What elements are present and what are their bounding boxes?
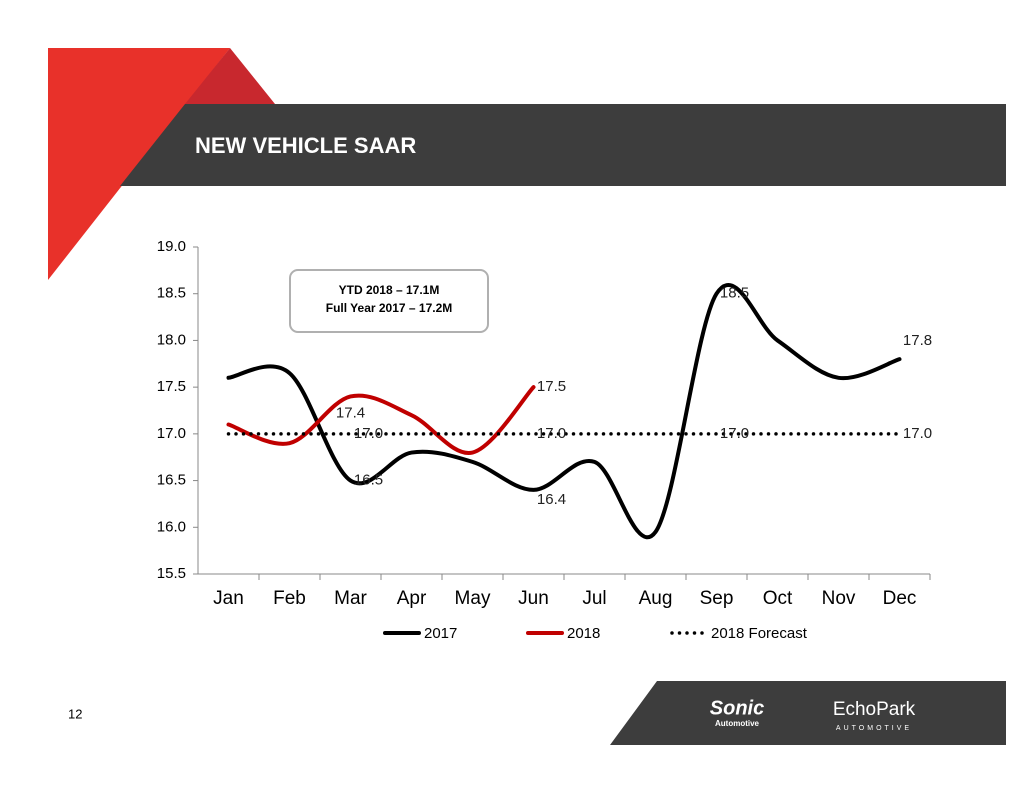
title-banner <box>120 104 1006 186</box>
page-number: 12 <box>68 706 82 721</box>
x-tick-label: Aug <box>639 588 673 609</box>
series-line <box>226 283 902 540</box>
x-tick-label: Feb <box>273 588 306 609</box>
annotation-box <box>289 269 489 333</box>
x-tick-label: Nov <box>822 588 856 609</box>
x-tick-label: Jan <box>213 588 244 609</box>
data-label: 17.4 <box>336 404 365 421</box>
logo-sonic-sub: Automotive <box>715 719 760 728</box>
footer-band <box>610 681 1006 745</box>
logo-sonic: Sonic <box>710 697 764 719</box>
annotation: Full Year 2017 – 17.2M <box>326 301 453 315</box>
y-tick-label: 17.0 <box>157 425 186 442</box>
y-tick-label: 17.5 <box>157 378 186 395</box>
logo-echopark: EchoPark <box>833 699 916 720</box>
x-tick-label: Jun <box>518 588 549 609</box>
data-label: 18.5 <box>720 285 749 302</box>
y-tick-label: 18.5 <box>157 285 186 302</box>
y-tick-label: 19.0 <box>157 238 186 255</box>
y-tick-label: 15.5 <box>157 565 186 582</box>
y-tick-label: 16.0 <box>157 518 186 535</box>
data-label: 17.0 <box>720 425 749 442</box>
data-label: 17.0 <box>903 425 932 442</box>
data-label: 17.0 <box>537 425 566 442</box>
data-label: 16.4 <box>537 491 566 508</box>
logo-echopark-sub: AUTOMOTIVE <box>836 725 912 732</box>
y-tick-label: 16.5 <box>157 472 186 489</box>
data-label: 16.5 <box>354 472 383 489</box>
x-tick-label: Sep <box>700 588 734 609</box>
legend-label: 2017 <box>424 625 457 642</box>
x-tick-label: May <box>455 588 491 609</box>
data-label: 17.8 <box>903 332 932 349</box>
data-label: 17.5 <box>537 378 566 395</box>
data-label: 17.0 <box>354 425 383 442</box>
annotation: YTD 2018 – 17.1M <box>339 283 440 297</box>
y-tick-label: 18.0 <box>157 331 186 348</box>
x-tick-label: Mar <box>334 588 367 609</box>
series-line <box>226 385 536 455</box>
x-tick-label: Oct <box>763 588 793 609</box>
x-tick-label: Apr <box>397 588 427 609</box>
slide-title: NEW VEHICLE SAAR <box>195 133 416 158</box>
x-tick-label: Jul <box>582 588 606 609</box>
legend-label: 2018 Forecast <box>711 625 808 642</box>
legend-label: 2018 <box>567 625 600 642</box>
red-accent <box>185 48 275 104</box>
x-tick-label: Dec <box>883 588 917 609</box>
